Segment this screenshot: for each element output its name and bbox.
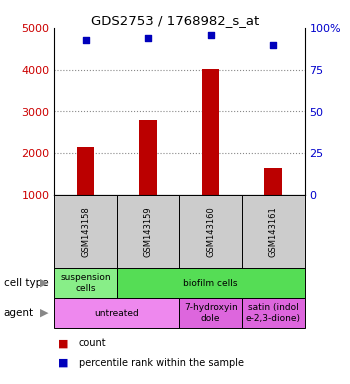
Text: satin (indol
e-2,3-dione): satin (indol e-2,3-dione) bbox=[246, 303, 301, 323]
Bar bbox=[117, 195, 179, 268]
Bar bbox=[77, 147, 94, 237]
Point bbox=[208, 31, 213, 38]
Text: 7-hydroxyin
dole: 7-hydroxyin dole bbox=[184, 303, 238, 323]
Text: agent: agent bbox=[4, 308, 34, 318]
Bar bbox=[242, 195, 304, 268]
Text: GDS2753 / 1768982_s_at: GDS2753 / 1768982_s_at bbox=[91, 14, 259, 27]
Text: GSM143160: GSM143160 bbox=[206, 206, 215, 257]
Bar bbox=[54, 298, 179, 328]
Bar bbox=[117, 268, 304, 298]
Text: untreated: untreated bbox=[94, 308, 139, 318]
Point bbox=[145, 35, 151, 41]
Bar bbox=[202, 69, 219, 237]
Text: biofilm cells: biofilm cells bbox=[183, 278, 238, 288]
Text: ■: ■ bbox=[58, 338, 68, 348]
Point bbox=[83, 36, 88, 43]
Text: GSM143159: GSM143159 bbox=[144, 206, 153, 257]
Bar bbox=[179, 195, 242, 268]
Text: count: count bbox=[79, 338, 106, 348]
Point bbox=[271, 41, 276, 48]
Text: ■: ■ bbox=[58, 358, 68, 367]
Text: ▶: ▶ bbox=[40, 278, 48, 288]
Text: ▶: ▶ bbox=[40, 308, 48, 318]
Text: GSM143158: GSM143158 bbox=[81, 206, 90, 257]
Bar bbox=[54, 195, 117, 268]
Text: suspension
cells: suspension cells bbox=[60, 273, 111, 293]
Bar bbox=[139, 120, 157, 237]
Text: GSM143161: GSM143161 bbox=[269, 206, 278, 257]
Bar bbox=[265, 168, 282, 237]
Bar bbox=[179, 298, 242, 328]
Bar bbox=[54, 268, 117, 298]
Text: cell type: cell type bbox=[4, 278, 48, 288]
Text: percentile rank within the sample: percentile rank within the sample bbox=[79, 358, 244, 367]
Bar bbox=[242, 298, 304, 328]
